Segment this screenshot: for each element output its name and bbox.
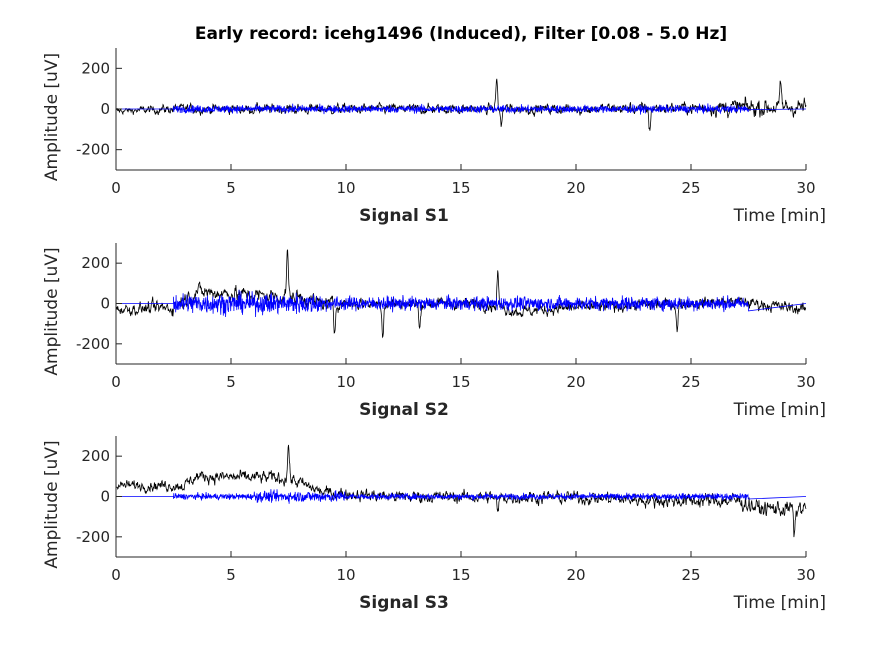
x-tick-label: 25 bbox=[681, 179, 700, 197]
y-tick-label: -200 bbox=[76, 335, 110, 353]
x-tick-label: 0 bbox=[111, 373, 121, 391]
x-tick-label: 25 bbox=[681, 373, 700, 391]
y-tick-label: 200 bbox=[81, 254, 110, 272]
x-tick-label: 15 bbox=[451, 179, 470, 197]
y-axis-label: Amplitude [uV] bbox=[42, 53, 62, 181]
raw-signal-line bbox=[115, 78, 807, 131]
y-tick-label: 0 bbox=[100, 100, 110, 118]
chart-title: Early record: icehg1496 (Induced), Filte… bbox=[195, 24, 727, 44]
x-axis-unit-label: Time [min] bbox=[733, 400, 826, 420]
filtered-signal-line bbox=[116, 489, 807, 504]
x-tick-label: 30 bbox=[796, 566, 815, 584]
subplot-3: 0 5 10 15 20 25 30 -200 0 200 Signal S3 Time [min] A… bbox=[42, 436, 826, 613]
y-tick-label: 200 bbox=[81, 447, 110, 465]
x-tick-label: 25 bbox=[681, 566, 700, 584]
x-axis-label: Signal S1 bbox=[359, 206, 449, 226]
filtered-signal-line bbox=[116, 289, 807, 318]
y-tick-label: 0 bbox=[100, 295, 110, 313]
x-tick-label: 10 bbox=[336, 179, 355, 197]
filtered-signal-line bbox=[116, 103, 807, 115]
raw-signal-line bbox=[115, 249, 806, 339]
y-tick-label: -200 bbox=[76, 141, 110, 159]
x-tick-label: 20 bbox=[566, 373, 585, 391]
raw-signal-line bbox=[115, 444, 807, 538]
x-axis-label: Signal S2 bbox=[359, 400, 449, 420]
x-tick-label: 15 bbox=[451, 566, 470, 584]
x-axis-unit-label: Time [min] bbox=[733, 593, 826, 613]
x-tick-label: 5 bbox=[226, 566, 236, 584]
x-tick-label: 30 bbox=[796, 373, 815, 391]
y-tick-label: 0 bbox=[100, 488, 110, 506]
x-tick-label: 15 bbox=[451, 373, 470, 391]
x-tick-label: 10 bbox=[336, 566, 355, 584]
y-axis-label: Amplitude [uV] bbox=[42, 247, 62, 375]
y-tick-label: -200 bbox=[76, 528, 110, 546]
x-axis-unit-label: Time [min] bbox=[733, 206, 826, 226]
x-axis-label: Signal S3 bbox=[359, 593, 449, 613]
subplot-2: 0 5 10 15 20 25 30 -200 0 200 Signal S2 Time [min] A… bbox=[42, 243, 826, 420]
x-tick-label: 5 bbox=[226, 179, 236, 197]
subplot-1: 0 5 10 15 20 25 30 -200 0 200 Signal S1 Time [min] A… bbox=[42, 48, 826, 226]
x-tick-label: 0 bbox=[111, 566, 121, 584]
x-tick-label: 20 bbox=[566, 566, 585, 584]
x-tick-label: 0 bbox=[111, 179, 121, 197]
x-tick-label: 20 bbox=[566, 179, 585, 197]
y-tick-label: 200 bbox=[81, 59, 110, 77]
x-tick-label: 30 bbox=[796, 179, 815, 197]
x-tick-label: 5 bbox=[226, 373, 236, 391]
x-tick-label: 10 bbox=[336, 373, 355, 391]
y-axis-label: Amplitude [uV] bbox=[42, 440, 62, 568]
